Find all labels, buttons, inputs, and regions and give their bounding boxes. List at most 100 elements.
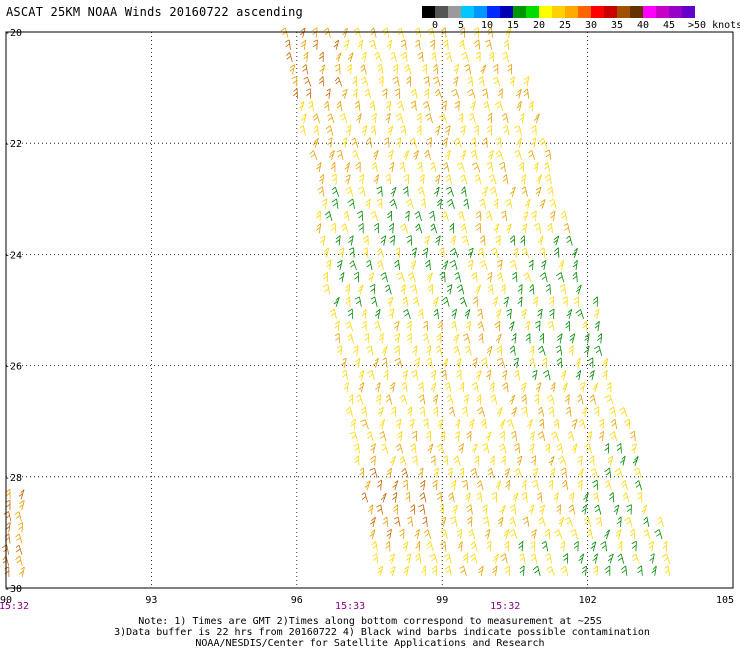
wind-barb — [460, 235, 470, 246]
wind-barb — [394, 357, 403, 368]
wind-barb — [484, 39, 493, 50]
wind-barb — [477, 321, 485, 332]
wind-barb — [377, 198, 383, 209]
wind-barb — [395, 443, 404, 454]
wind-barb — [328, 150, 335, 161]
wind-barb — [482, 504, 488, 515]
wind-barb — [563, 223, 571, 234]
colorbar-swatch — [643, 6, 656, 18]
wind-barb — [18, 522, 23, 533]
wind-barb — [430, 382, 437, 393]
wind-barb — [501, 382, 509, 393]
wind-barb — [322, 284, 330, 295]
wind-barb — [393, 516, 401, 527]
wind-barb — [406, 320, 412, 332]
wind-barb — [364, 480, 371, 491]
wind-barb — [357, 284, 364, 295]
wind-barb — [492, 63, 499, 75]
wind-barb — [495, 235, 501, 246]
wind-barb — [445, 186, 454, 197]
wind-barb — [614, 468, 624, 479]
wind-barb — [482, 88, 489, 99]
wind-barb — [473, 27, 480, 38]
wind-barb — [516, 88, 522, 99]
wind-barb — [616, 443, 622, 454]
wind-barb — [505, 198, 513, 209]
wind-barb — [504, 467, 510, 479]
wind-barb — [366, 137, 372, 148]
wind-barb — [575, 284, 582, 295]
wind-barb — [571, 443, 578, 454]
wind-barb — [449, 223, 454, 234]
wind-barb — [482, 516, 490, 527]
time-label: 15:32 — [490, 601, 520, 612]
wind-barb — [537, 406, 545, 417]
wind-barb — [419, 173, 425, 185]
wind-barb — [522, 211, 529, 222]
wind-barb — [496, 407, 503, 417]
colorbar-swatch — [552, 6, 565, 18]
wind-barb — [403, 173, 409, 185]
wind-barb — [347, 308, 353, 319]
wind-barb — [459, 296, 468, 307]
wind-barb — [417, 161, 423, 173]
wind-barb — [501, 113, 509, 124]
wind-barb — [474, 125, 479, 136]
wind-barb — [529, 284, 535, 295]
wind-barb — [369, 284, 376, 295]
wind-barb — [554, 247, 560, 258]
wind-barb — [573, 296, 579, 307]
colorbar-label-25: 25 — [559, 20, 572, 31]
wind-barb — [564, 394, 570, 405]
wind-barb — [583, 492, 589, 503]
wind-barb — [322, 271, 328, 283]
wind-barb — [356, 394, 364, 405]
wind-barb — [286, 52, 293, 63]
wind-barb — [479, 260, 488, 271]
wind-barb — [548, 406, 555, 417]
wind-barb — [411, 247, 417, 258]
wind-barb — [15, 533, 23, 544]
wind-barb — [471, 137, 477, 148]
wind-barb — [312, 39, 318, 50]
wind-barb — [389, 565, 396, 576]
wind-barb — [299, 27, 306, 38]
wind-barb — [514, 125, 522, 136]
wind-barb — [604, 529, 611, 540]
wind-barb — [604, 565, 611, 576]
wind-barb — [360, 419, 369, 430]
wind-barb — [430, 223, 438, 234]
wind-barb — [410, 443, 417, 454]
wind-barb — [486, 161, 494, 173]
wind-barb — [572, 271, 578, 283]
wind-barb — [593, 565, 599, 576]
wind-barb — [432, 64, 439, 75]
wind-barb — [545, 553, 552, 564]
wind-barb — [539, 199, 546, 209]
wind-barb — [581, 504, 587, 515]
wind-barb — [499, 504, 506, 515]
wind-barb — [345, 406, 353, 417]
wind-barb — [528, 504, 535, 515]
wind-barb — [390, 186, 397, 197]
wind-barb — [629, 430, 636, 442]
wind-barb — [358, 382, 365, 393]
wind-barb — [450, 235, 456, 246]
wind-barb — [550, 431, 560, 442]
wind-barb — [402, 296, 409, 307]
wind-barb — [476, 394, 482, 405]
wind-barb — [401, 468, 409, 479]
wind-barb — [584, 443, 592, 454]
wind-barb — [388, 308, 395, 319]
wind-barb — [466, 504, 473, 515]
wind-barb — [419, 406, 426, 417]
wind-barb — [471, 443, 478, 454]
wind-barb — [414, 357, 421, 368]
wind-barb — [539, 504, 546, 515]
wind-barb — [489, 174, 497, 185]
wind-barb — [533, 161, 539, 173]
wind-barb — [595, 516, 603, 527]
wind-barb — [528, 259, 534, 271]
wind-barb — [438, 113, 448, 124]
wind-barb — [300, 39, 307, 50]
